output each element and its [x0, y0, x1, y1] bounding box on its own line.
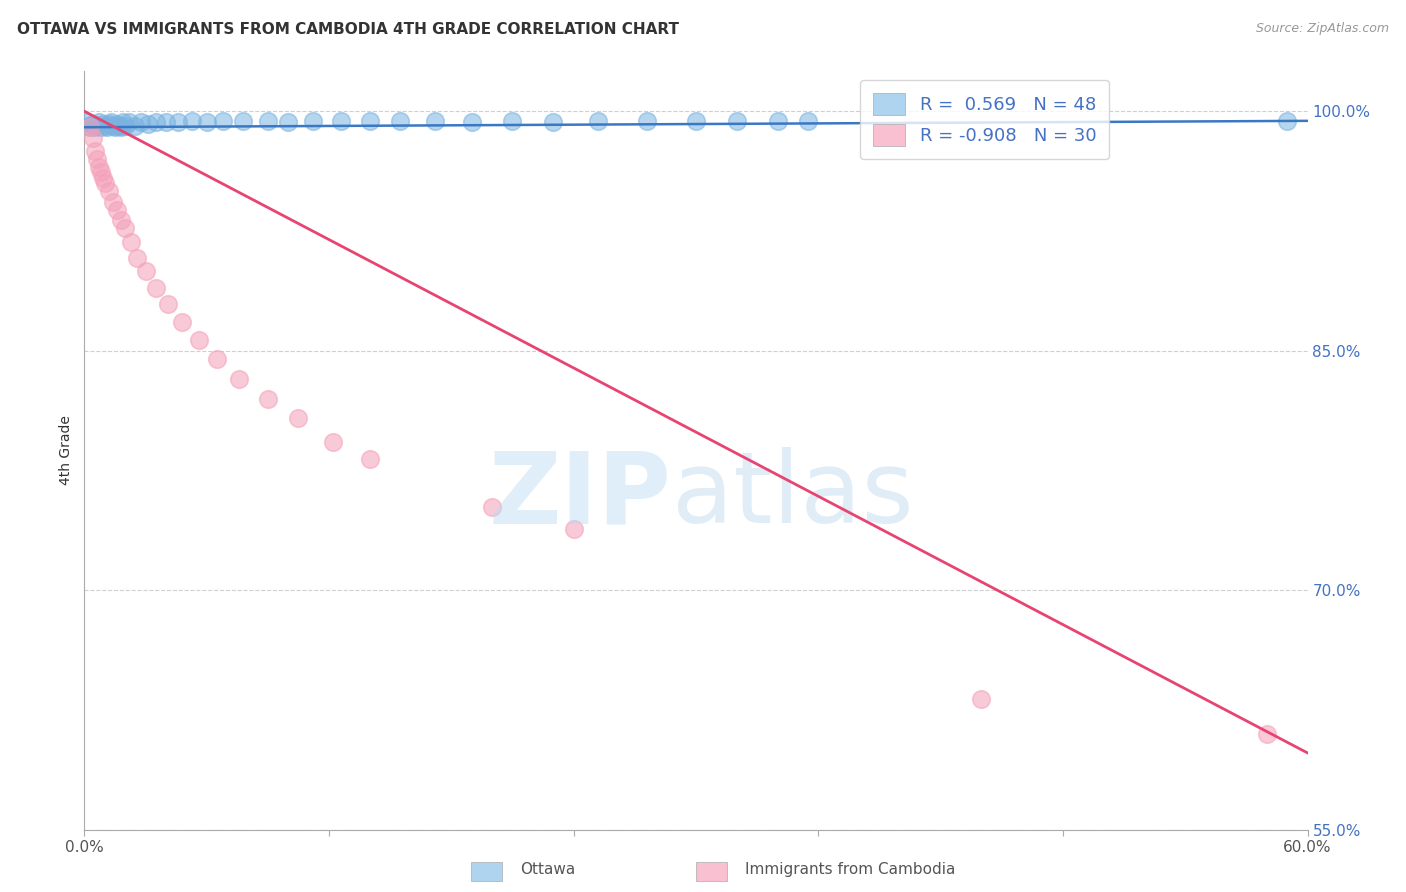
Point — [145, 281, 167, 295]
Point — [131, 115, 153, 129]
Point — [301, 113, 323, 128]
Point — [100, 115, 122, 129]
Text: Ottawa: Ottawa — [520, 863, 575, 877]
Text: atlas: atlas — [672, 448, 912, 544]
Point — [127, 251, 149, 265]
Y-axis label: 4th Grade: 4th Grade — [59, 416, 73, 485]
Point — [97, 117, 120, 131]
Point — [725, 113, 748, 128]
Point — [82, 117, 104, 131]
Legend: R =  0.569   N = 48, R = -0.908   N = 30: R = 0.569 N = 48, R = -0.908 N = 30 — [860, 80, 1109, 159]
Point — [118, 115, 141, 129]
Point — [359, 113, 381, 128]
Point — [359, 452, 381, 467]
Point — [461, 115, 484, 129]
Point — [797, 113, 820, 128]
Point — [766, 113, 789, 128]
Point — [586, 113, 609, 128]
Point — [87, 115, 110, 129]
Point — [287, 410, 309, 425]
Point — [90, 165, 112, 179]
Point — [114, 220, 136, 235]
Point — [212, 113, 235, 128]
Point — [636, 113, 658, 128]
Point — [83, 120, 105, 135]
Point — [105, 203, 128, 218]
Point — [96, 120, 118, 135]
Point — [205, 351, 228, 366]
Point — [155, 115, 177, 129]
Point — [93, 119, 115, 133]
Point — [257, 392, 280, 406]
Point — [562, 523, 585, 537]
Point — [145, 115, 167, 129]
Point — [543, 115, 565, 129]
Point — [481, 500, 503, 515]
Point — [1277, 113, 1299, 128]
Point — [75, 115, 97, 129]
Point — [91, 171, 114, 186]
Point — [91, 117, 114, 131]
Point — [172, 315, 194, 329]
Point — [110, 212, 132, 227]
Point — [156, 297, 179, 311]
Point — [232, 113, 254, 128]
Point — [108, 119, 131, 133]
Point — [423, 113, 446, 128]
Text: Immigrants from Cambodia: Immigrants from Cambodia — [745, 863, 956, 877]
Point — [167, 115, 190, 129]
Point — [105, 117, 128, 131]
Point — [77, 119, 100, 133]
Point — [110, 120, 132, 135]
Point — [187, 333, 209, 347]
Point — [136, 117, 159, 131]
Point — [257, 113, 280, 128]
Point — [135, 264, 157, 278]
Point — [112, 115, 135, 129]
Point — [195, 115, 218, 129]
Point — [90, 120, 112, 135]
Point — [86, 152, 108, 166]
Point — [502, 113, 524, 128]
Point — [124, 119, 146, 133]
Point — [389, 113, 412, 128]
Point — [87, 160, 110, 174]
Point — [79, 120, 101, 135]
Text: Source: ZipAtlas.com: Source: ZipAtlas.com — [1256, 22, 1389, 36]
Point — [228, 372, 250, 386]
Point — [82, 131, 104, 145]
Text: OTTAWA VS IMMIGRANTS FROM CAMBODIA 4TH GRADE CORRELATION CHART: OTTAWA VS IMMIGRANTS FROM CAMBODIA 4TH G… — [17, 22, 679, 37]
Point — [97, 184, 120, 198]
Point — [120, 235, 142, 249]
Point — [101, 119, 124, 133]
Point — [330, 113, 353, 128]
Point — [101, 195, 124, 210]
Point — [685, 113, 707, 128]
Point — [322, 434, 344, 449]
Text: ZIP: ZIP — [489, 448, 672, 544]
Point — [181, 113, 204, 128]
Point — [86, 119, 108, 133]
Point — [277, 115, 299, 129]
Point — [79, 120, 101, 135]
Point — [104, 120, 127, 135]
Point — [93, 176, 115, 190]
Point — [83, 144, 105, 158]
Point — [970, 691, 993, 706]
Point — [114, 119, 136, 133]
Point — [1256, 727, 1278, 741]
